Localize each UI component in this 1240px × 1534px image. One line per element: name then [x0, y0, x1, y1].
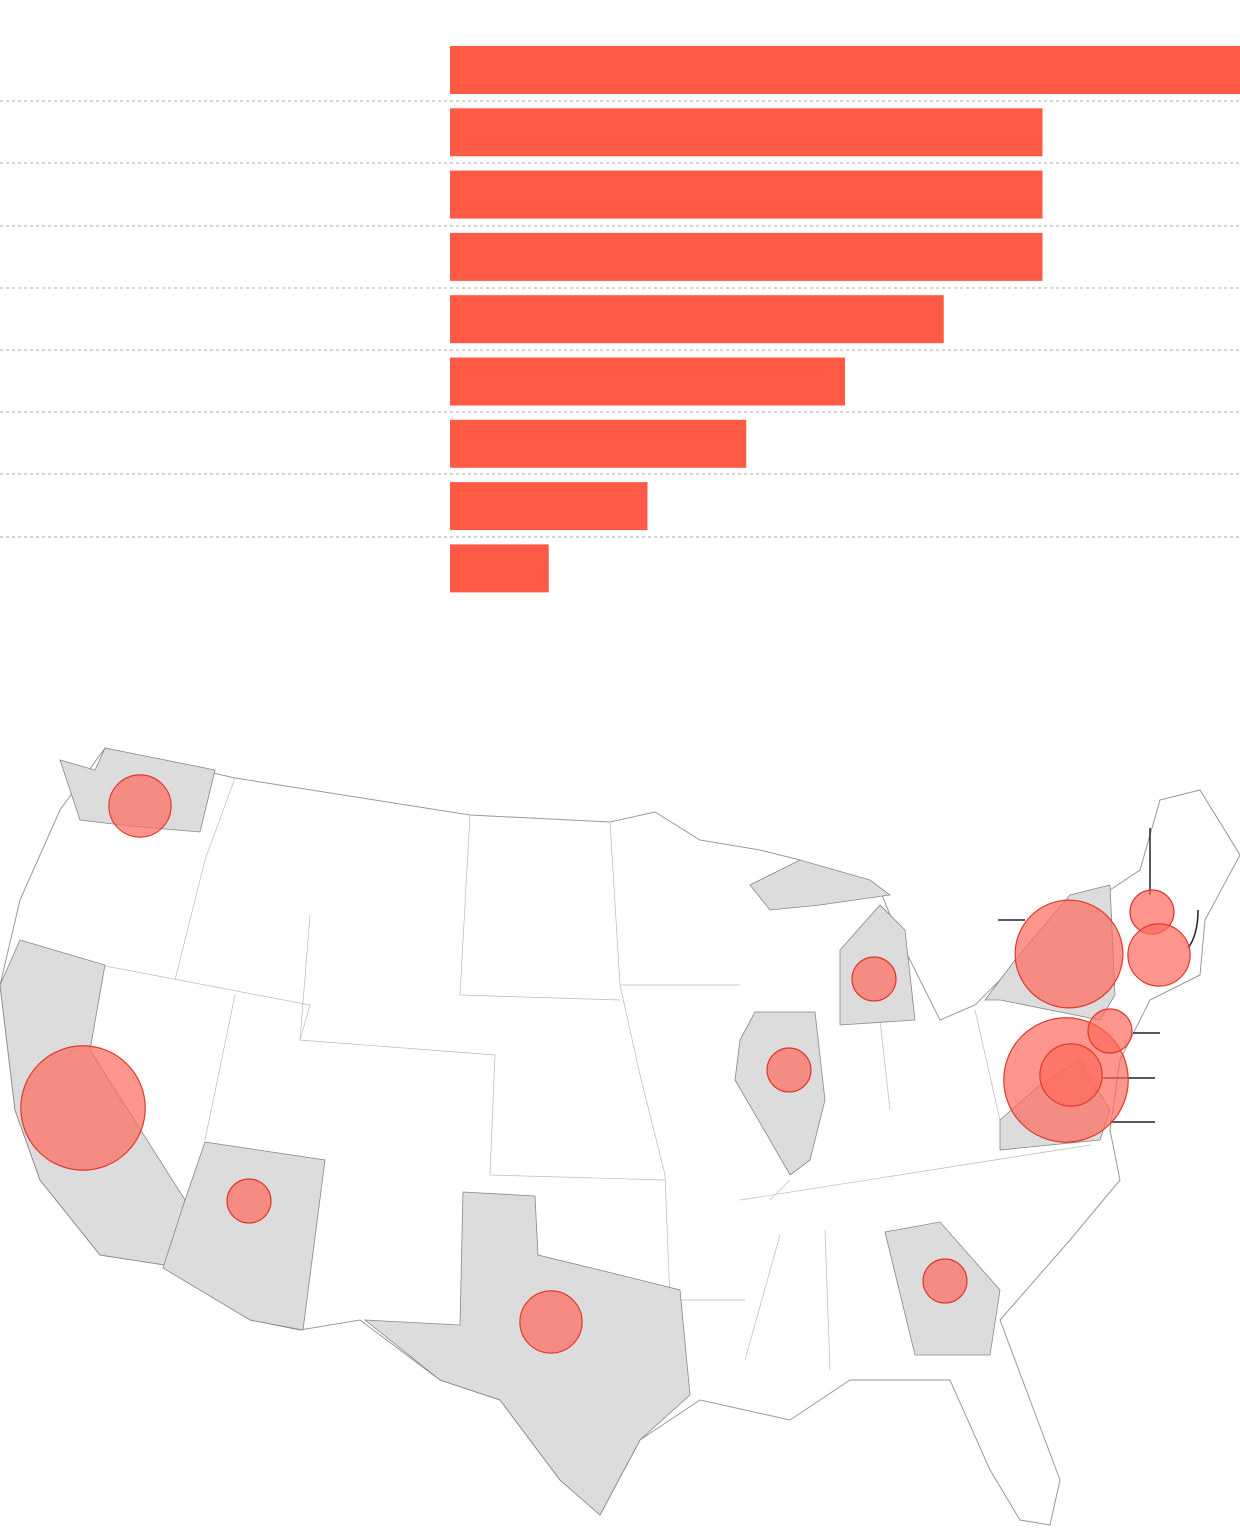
bar	[450, 170, 1043, 219]
bar	[450, 544, 549, 593]
state-arizona	[162, 1141, 326, 1331]
bubble	[1087, 1008, 1133, 1054]
bubble	[851, 956, 897, 1002]
bubble	[1127, 923, 1191, 987]
bar	[450, 357, 845, 406]
bubble	[108, 774, 172, 838]
bubble	[922, 1258, 968, 1304]
leader-line	[1187, 909, 1199, 949]
bubble	[1014, 899, 1124, 1009]
bubble	[1039, 1043, 1103, 1107]
state-texas	[363, 1191, 691, 1516]
bar	[450, 232, 1043, 281]
bubble	[20, 1045, 146, 1171]
bar	[450, 46, 1240, 94]
bar	[450, 108, 1043, 157]
bubble	[519, 1290, 583, 1354]
bar	[450, 482, 648, 531]
bubble	[766, 1047, 812, 1093]
bar-chart	[450, 46, 1240, 593]
bar	[450, 295, 944, 344]
bubble	[226, 1178, 272, 1224]
separators	[0, 100, 1240, 538]
bubbles	[20, 774, 1191, 1354]
bar	[450, 419, 747, 468]
